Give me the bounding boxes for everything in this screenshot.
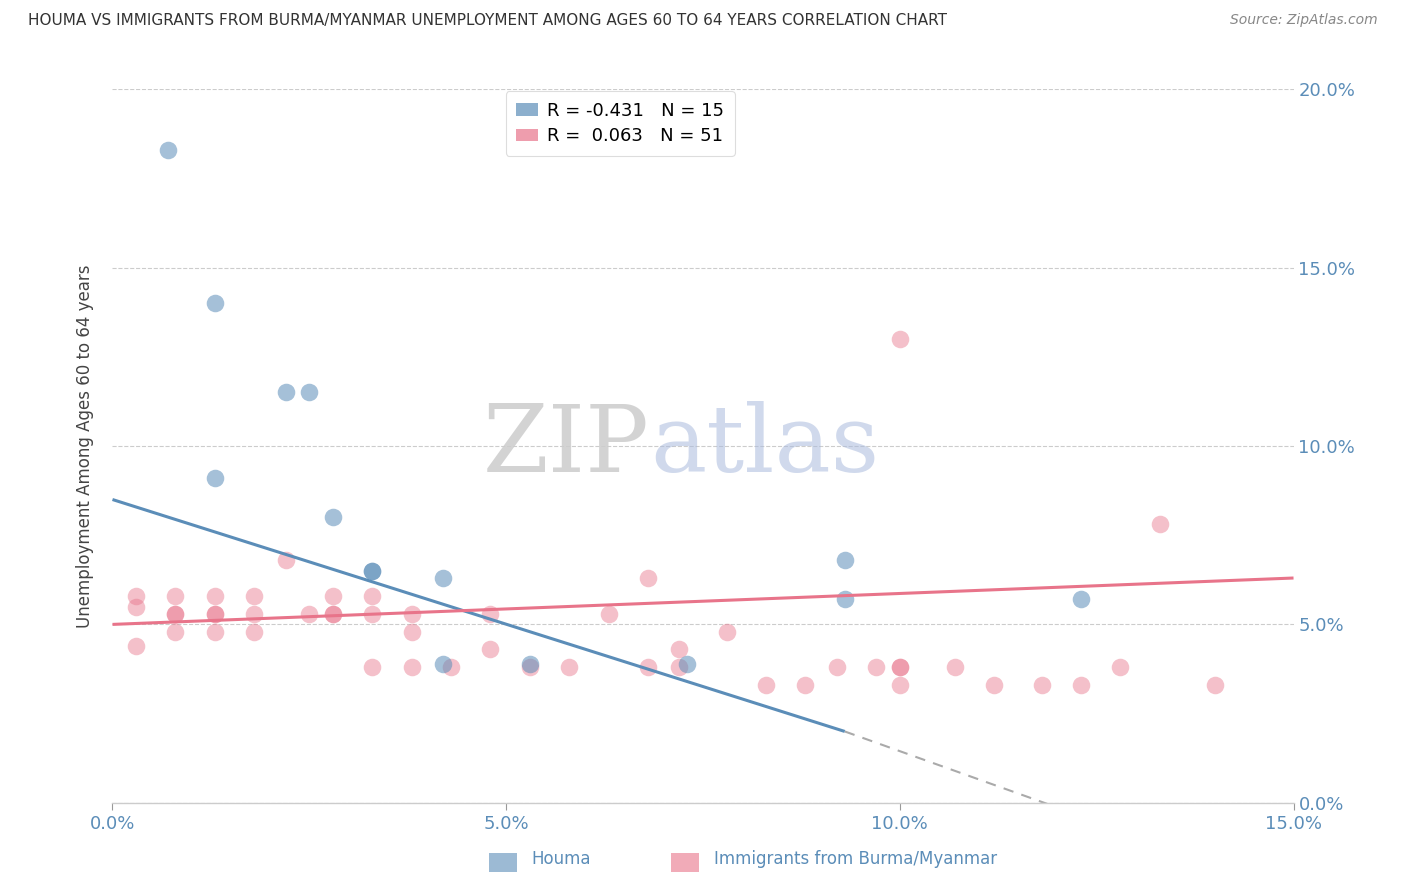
Point	[1204, 678, 1226, 692]
Point	[204, 607, 226, 621]
Point	[834, 553, 856, 567]
Point	[322, 607, 344, 621]
Point	[479, 607, 502, 621]
Point	[204, 589, 226, 603]
Point	[865, 660, 887, 674]
Point	[125, 589, 148, 603]
Point	[274, 385, 297, 400]
Point	[361, 564, 384, 578]
Point	[322, 607, 344, 621]
Point	[298, 607, 321, 621]
Point	[479, 642, 502, 657]
Point	[983, 678, 1005, 692]
Point	[1070, 592, 1092, 607]
Point	[165, 589, 187, 603]
Point	[204, 296, 226, 310]
Point	[1149, 517, 1171, 532]
Point	[755, 678, 778, 692]
Point	[519, 660, 541, 674]
Point	[716, 624, 738, 639]
Point	[1109, 660, 1132, 674]
Point	[794, 678, 817, 692]
Point	[558, 660, 581, 674]
Point	[668, 660, 690, 674]
Point	[825, 660, 848, 674]
Text: Source: ZipAtlas.com: Source: ZipAtlas.com	[1230, 13, 1378, 28]
Point	[322, 589, 344, 603]
Text: Immigrants from Burma/Myanmar: Immigrants from Burma/Myanmar	[714, 850, 997, 868]
Bar	[672, 853, 700, 872]
Point	[165, 607, 187, 621]
Point	[204, 471, 226, 485]
Point	[204, 607, 226, 621]
Point	[519, 657, 541, 671]
Point	[637, 660, 659, 674]
Text: Houma: Houma	[531, 850, 591, 868]
Point	[401, 660, 423, 674]
Point	[637, 571, 659, 585]
Point	[361, 589, 384, 603]
Bar	[489, 853, 517, 872]
Y-axis label: Unemployment Among Ages 60 to 64 years: Unemployment Among Ages 60 to 64 years	[76, 264, 94, 628]
Point	[243, 624, 266, 639]
Point	[598, 607, 620, 621]
Legend: R = -0.431   N = 15, R =  0.063   N = 51: R = -0.431 N = 15, R = 0.063 N = 51	[506, 91, 735, 156]
Point	[401, 624, 423, 639]
Point	[165, 624, 187, 639]
Point	[432, 657, 454, 671]
Point	[401, 607, 423, 621]
Point	[243, 607, 266, 621]
Point	[676, 657, 699, 671]
Point	[298, 385, 321, 400]
Point	[361, 564, 384, 578]
Point	[889, 332, 911, 346]
Point	[668, 642, 690, 657]
Point	[1070, 678, 1092, 692]
Point	[165, 607, 187, 621]
Point	[156, 143, 179, 157]
Point	[889, 660, 911, 674]
Point	[943, 660, 966, 674]
Text: ZIP: ZIP	[484, 401, 650, 491]
Point	[432, 571, 454, 585]
Point	[361, 607, 384, 621]
Point	[204, 624, 226, 639]
Point	[834, 592, 856, 607]
Point	[1031, 678, 1053, 692]
Text: atlas: atlas	[650, 401, 879, 491]
Text: HOUMA VS IMMIGRANTS FROM BURMA/MYANMAR UNEMPLOYMENT AMONG AGES 60 TO 64 YEARS CO: HOUMA VS IMMIGRANTS FROM BURMA/MYANMAR U…	[28, 13, 948, 29]
Point	[125, 639, 148, 653]
Point	[889, 660, 911, 674]
Point	[243, 589, 266, 603]
Point	[361, 660, 384, 674]
Point	[125, 599, 148, 614]
Point	[322, 510, 344, 524]
Point	[440, 660, 463, 674]
Point	[274, 553, 297, 567]
Point	[889, 678, 911, 692]
